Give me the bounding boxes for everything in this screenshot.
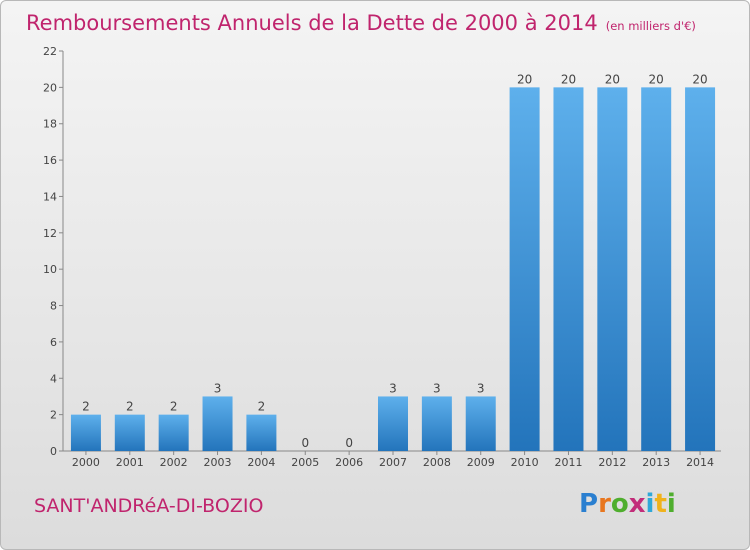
bar-value-label: 3 [477, 381, 485, 395]
bar [158, 414, 189, 451]
bar [509, 87, 540, 451]
x-tick-label: 2001 [116, 456, 144, 469]
y-tick-label: 12 [43, 227, 57, 240]
bar-value-label: 2 [170, 400, 178, 414]
y-tick-label: 2 [50, 409, 57, 422]
x-tick-label: 2003 [204, 456, 232, 469]
logo-letter: o [610, 489, 629, 519]
x-tick-label: 2000 [72, 456, 100, 469]
y-tick-label: 10 [43, 263, 57, 276]
bar [202, 396, 233, 451]
bar [685, 87, 716, 451]
bar-value-label: 2 [82, 400, 90, 414]
bar-value-label: 3 [389, 381, 397, 395]
bar [378, 396, 408, 451]
x-tick-label: 2014 [686, 456, 714, 469]
y-tick-label: 0 [50, 445, 57, 458]
x-tick-label: 2011 [554, 456, 582, 469]
chart-title: Remboursements Annuels de la Dette de 20… [26, 11, 696, 35]
proxiti-logo: Proxiti [579, 489, 676, 519]
logo-letter: t [654, 489, 667, 519]
y-tick-label: 14 [43, 190, 57, 203]
bar [70, 414, 101, 451]
title-text: Remboursements Annuels de la Dette de 20… [26, 11, 598, 35]
bar-value-label: 20 [561, 72, 576, 86]
x-tick-label: 2012 [598, 456, 626, 469]
x-tick-label: 2008 [423, 456, 451, 469]
x-tick-label: 2007 [379, 456, 407, 469]
bar-value-label: 20 [517, 72, 532, 86]
x-tick-label: 2013 [642, 456, 670, 469]
bar-value-label: 20 [605, 72, 620, 86]
bar-value-label: 0 [345, 436, 353, 450]
bar-value-label: 20 [692, 72, 707, 86]
bar [114, 414, 145, 451]
bar [641, 87, 672, 451]
y-tick-label: 18 [43, 118, 57, 131]
bar-value-label: 0 [301, 436, 309, 450]
logo-letter: P [579, 489, 599, 519]
bar [553, 87, 584, 451]
y-tick-label: 4 [50, 372, 57, 385]
x-tick-label: 2009 [467, 456, 495, 469]
bar-value-label: 2 [258, 400, 266, 414]
y-tick-label: 20 [43, 81, 57, 94]
y-tick-label: 6 [50, 336, 57, 349]
bar [465, 396, 496, 451]
y-tick-label: 8 [50, 300, 57, 313]
logo-letter: i [666, 489, 676, 519]
commune-name: SANT'ANDRéA-DI-BOZIO [34, 495, 264, 517]
bar-value-label: 3 [433, 381, 441, 395]
bar [421, 396, 452, 451]
logo-letter: i [645, 489, 655, 519]
bar [597, 87, 628, 451]
bar-value-label: 2 [126, 400, 134, 414]
y-tick-label: 22 [43, 45, 57, 58]
x-tick-label: 2004 [247, 456, 275, 469]
logo-letter: x [628, 489, 646, 519]
y-tick-label: 16 [43, 154, 57, 167]
x-tick-label: 2005 [291, 456, 319, 469]
chart-subtitle: (en milliers d'€) [605, 19, 696, 33]
bar-value-label: 3 [214, 381, 222, 395]
bar-value-label: 20 [649, 72, 664, 86]
x-tick-label: 2010 [511, 456, 539, 469]
logo-letter: r [598, 489, 611, 519]
x-tick-label: 2002 [160, 456, 188, 469]
bar [246, 414, 277, 451]
x-tick-label: 2006 [335, 456, 363, 469]
